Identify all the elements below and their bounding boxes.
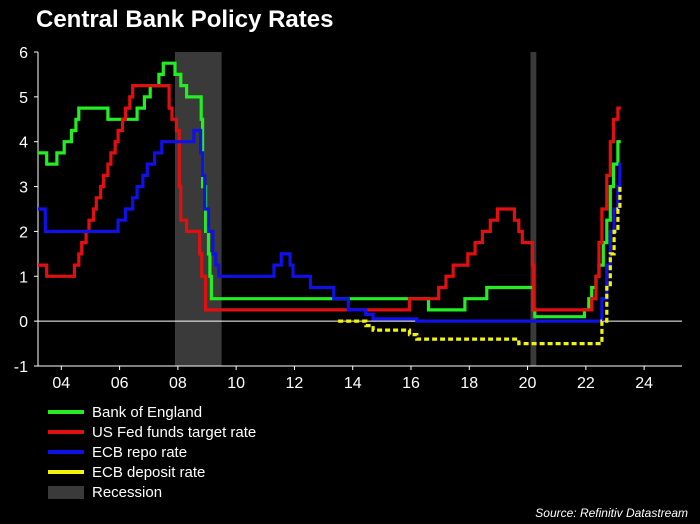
x-tick-label: 24	[635, 375, 653, 392]
legend-label: Recession	[92, 483, 163, 501]
legend-swatch	[48, 450, 84, 454]
legend-label: ECB deposit rate	[92, 463, 206, 481]
x-tick-label: 20	[519, 375, 537, 392]
y-tick-label: -1	[14, 359, 28, 376]
legend-label: US Fed funds target rate	[92, 423, 257, 441]
x-tick-label: 14	[344, 375, 362, 392]
x-tick-label: 12	[286, 375, 304, 392]
legend-swatch	[48, 470, 84, 474]
recession-band-1	[530, 52, 537, 366]
y-tick-label: 5	[19, 90, 28, 107]
y-tick-label: 4	[19, 135, 28, 152]
legend-item: ECB repo rate	[48, 442, 256, 462]
legend-item: Bank of England	[48, 402, 256, 422]
legend-label: ECB repo rate	[92, 443, 188, 461]
series-line-ecb-repo-rate	[38, 128, 622, 323]
x-tick-label: 04	[52, 375, 70, 392]
x-tick-label: 16	[402, 375, 420, 392]
legend: Bank of England US Fed funds target rate E…	[48, 402, 256, 502]
y-tick-label: 0	[19, 314, 28, 331]
x-tick-label: 18	[460, 375, 478, 392]
y-tick-label: 6	[19, 45, 28, 62]
y-tick-label: 3	[19, 180, 28, 197]
series-line-ecb-deposit-rate	[338, 185, 622, 346]
x-tick-label: 06	[111, 375, 129, 392]
chart-title: Central Bank Policy Rates	[36, 6, 334, 33]
recession-band-0	[174, 52, 222, 366]
series-line-us-fed-funds-target-rate	[38, 84, 621, 312]
legend-item: ECB deposit rate	[48, 462, 256, 482]
x-tick-label: 10	[227, 375, 245, 392]
legend-label: Bank of England	[92, 403, 203, 421]
source-note: Source: Refinitiv Datastream	[535, 506, 688, 520]
legend-item: US Fed funds target rate	[48, 422, 256, 442]
legend-item: Recession	[48, 482, 256, 502]
y-tick-label: 2	[19, 224, 28, 241]
y-tick-label: 1	[19, 269, 28, 286]
legend-swatch	[48, 410, 84, 414]
legend-swatch	[48, 485, 84, 499]
legend-swatch	[48, 430, 84, 434]
x-tick-label: 08	[169, 375, 187, 392]
x-tick-label: 22	[577, 375, 595, 392]
